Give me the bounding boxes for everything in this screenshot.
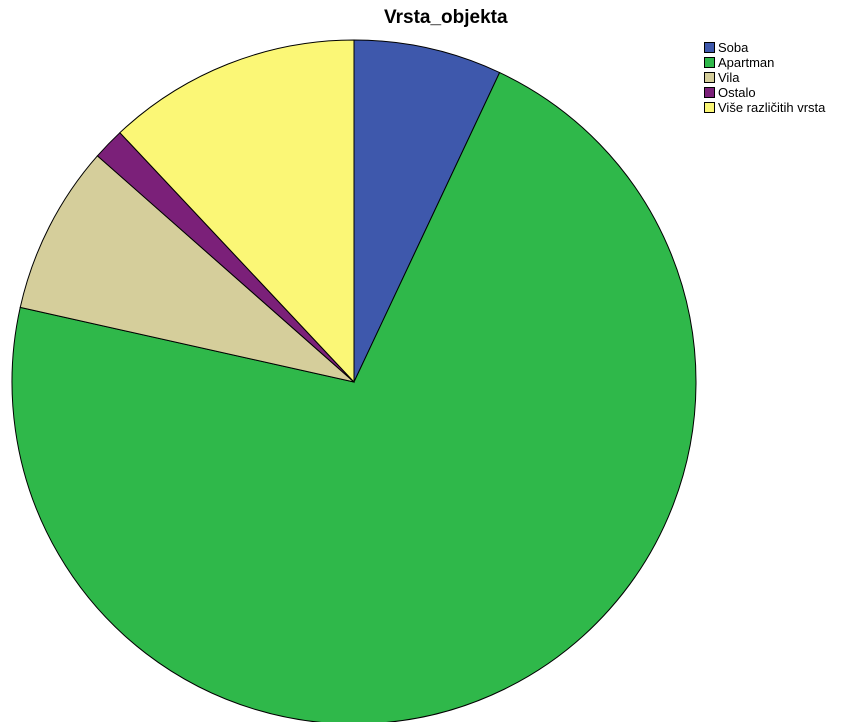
legend-label: Ostalo	[718, 85, 756, 100]
legend-item: Vila	[704, 70, 825, 85]
legend-item: Više različitih vrsta	[704, 100, 825, 115]
chart-title: Vrsta_objekta	[384, 7, 508, 28]
legend-swatch	[704, 102, 715, 113]
legend-swatch	[704, 57, 715, 68]
legend-item: Soba	[704, 40, 825, 55]
legend-label: Više različitih vrsta	[718, 100, 826, 115]
legend-swatch	[704, 87, 715, 98]
legend-swatch	[704, 42, 715, 53]
legend-item: Apartman	[704, 55, 825, 70]
legend-label: Soba	[718, 40, 749, 55]
pie-slice-soba	[353, 39, 501, 383]
legend-item: Ostalo	[704, 85, 825, 100]
pie-slice-vila	[19, 155, 355, 383]
legend: Soba Apartman Vila Ostalo Više različitih vr…	[704, 40, 825, 115]
pie-slice-apartman	[11, 71, 697, 722]
pie-slice-vi-e-razli-itih-vrsta	[119, 39, 355, 384]
legend-swatch	[704, 72, 715, 83]
legend-label: Vila	[718, 70, 740, 85]
legend-label: Apartman	[718, 55, 775, 70]
